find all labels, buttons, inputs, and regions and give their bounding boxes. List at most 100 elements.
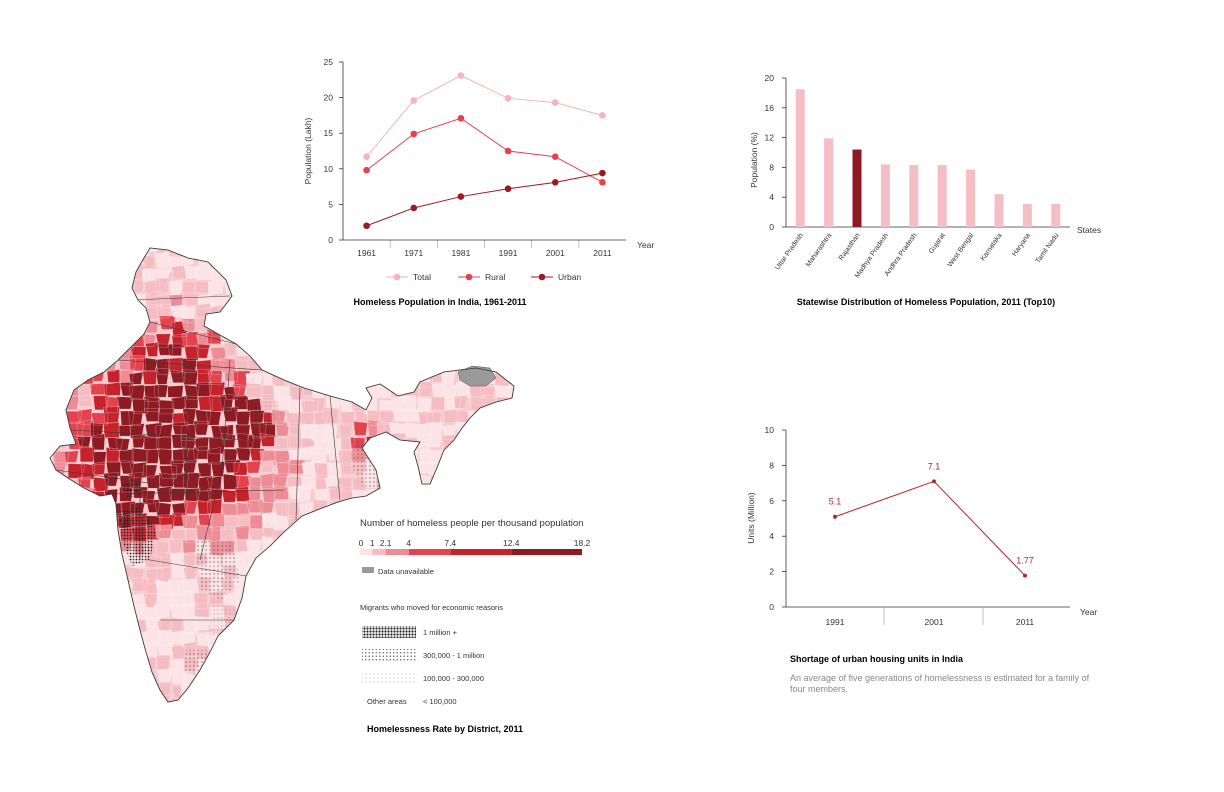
map-district-border	[286, 307, 304, 323]
map-district-border	[310, 681, 328, 695]
map-district-border	[90, 422, 104, 438]
map-district-border	[392, 448, 408, 464]
map-district-border	[50, 684, 56, 701]
map-district-border	[222, 698, 239, 702]
map-district	[142, 255, 156, 269]
c1-point-total	[457, 72, 465, 79]
map-district-border	[168, 488, 186, 501]
map-district	[234, 710, 251, 721]
map-district-border	[194, 603, 211, 620]
map-district	[66, 332, 82, 346]
map-district	[339, 629, 356, 645]
map-district	[298, 711, 312, 723]
map-district	[510, 709, 524, 722]
map-district	[276, 617, 290, 631]
map-district-border	[195, 265, 213, 280]
map-district	[392, 499, 407, 512]
map-district	[67, 670, 84, 685]
map-district-border	[170, 658, 185, 672]
map-district-border	[315, 359, 333, 372]
map-district-border	[50, 397, 55, 415]
map-district-border	[131, 398, 149, 414]
map-district-border	[276, 395, 292, 410]
map-district-border	[310, 446, 328, 463]
map-district-border	[184, 345, 199, 361]
india-outline	[49, 247, 515, 703]
map-district	[221, 433, 236, 448]
map-district-border	[471, 474, 487, 489]
map-district-border	[286, 646, 303, 660]
map-district-border	[154, 501, 172, 518]
map-district-border	[391, 461, 407, 477]
map-district	[55, 486, 70, 499]
c1-ytick-label: 20	[324, 93, 334, 103]
map-district	[129, 371, 144, 385]
map-district	[324, 644, 341, 658]
map-district-border	[314, 462, 331, 480]
map-district	[115, 628, 131, 643]
map-district-border	[337, 268, 354, 282]
map-district	[276, 577, 291, 592]
map-district	[168, 248, 182, 254]
map-district	[223, 591, 239, 606]
map-district-border	[376, 248, 391, 256]
map-district	[52, 592, 69, 609]
map-district-border	[484, 693, 499, 702]
map-district	[183, 617, 198, 634]
map-district-border	[496, 307, 513, 320]
map-district	[389, 472, 407, 488]
map-district-border	[263, 708, 277, 722]
map-district	[207, 248, 222, 255]
map-district-border	[455, 588, 470, 604]
map-district-border	[132, 540, 147, 555]
map-district-border	[170, 644, 186, 660]
map-district	[249, 514, 265, 529]
map-district-border	[492, 463, 509, 480]
map-district	[155, 524, 172, 539]
map-district-border	[91, 590, 109, 604]
map-district-border	[158, 472, 175, 488]
map-district-border	[219, 357, 237, 373]
map-district-border	[274, 671, 291, 685]
map-district-border	[107, 436, 124, 451]
map-district-border	[131, 670, 149, 687]
map-district-border	[470, 307, 488, 325]
map-migration-overlay	[196, 540, 240, 600]
map-district-border	[103, 472, 120, 487]
map-district	[508, 451, 514, 465]
map-district	[223, 670, 240, 684]
map-district-border	[131, 710, 146, 725]
map-district-border	[207, 488, 224, 500]
map-district	[51, 384, 67, 400]
map-district	[51, 290, 66, 304]
map-district-border	[391, 368, 407, 386]
c1-xtick-label: 1971	[404, 248, 423, 258]
c1-title: Homeless Population in India, 1961-2011	[353, 297, 526, 307]
map-district	[246, 267, 261, 283]
map-district	[50, 420, 55, 435]
map-district-border	[493, 422, 509, 438]
map-district	[495, 355, 510, 370]
map-district	[261, 553, 278, 569]
map-district-border	[379, 251, 396, 267]
map-district-border	[493, 685, 509, 698]
map-district	[313, 605, 327, 621]
map-district-border	[55, 486, 70, 499]
map-district-border	[78, 566, 94, 581]
map-district	[493, 617, 510, 631]
map-district-border	[78, 706, 95, 722]
map-district-border	[456, 710, 471, 724]
map-district	[236, 447, 252, 461]
map-district	[404, 487, 421, 500]
map-district	[272, 278, 287, 291]
map-district	[507, 412, 514, 426]
map-district-border	[284, 629, 298, 646]
map-district-border	[183, 641, 198, 657]
map-district	[130, 593, 147, 609]
map-district-border	[302, 551, 316, 568]
map-district	[195, 711, 211, 726]
map-district-border	[79, 502, 95, 516]
map-district	[379, 317, 393, 335]
map-district	[313, 513, 330, 527]
map-district-border	[481, 422, 497, 436]
